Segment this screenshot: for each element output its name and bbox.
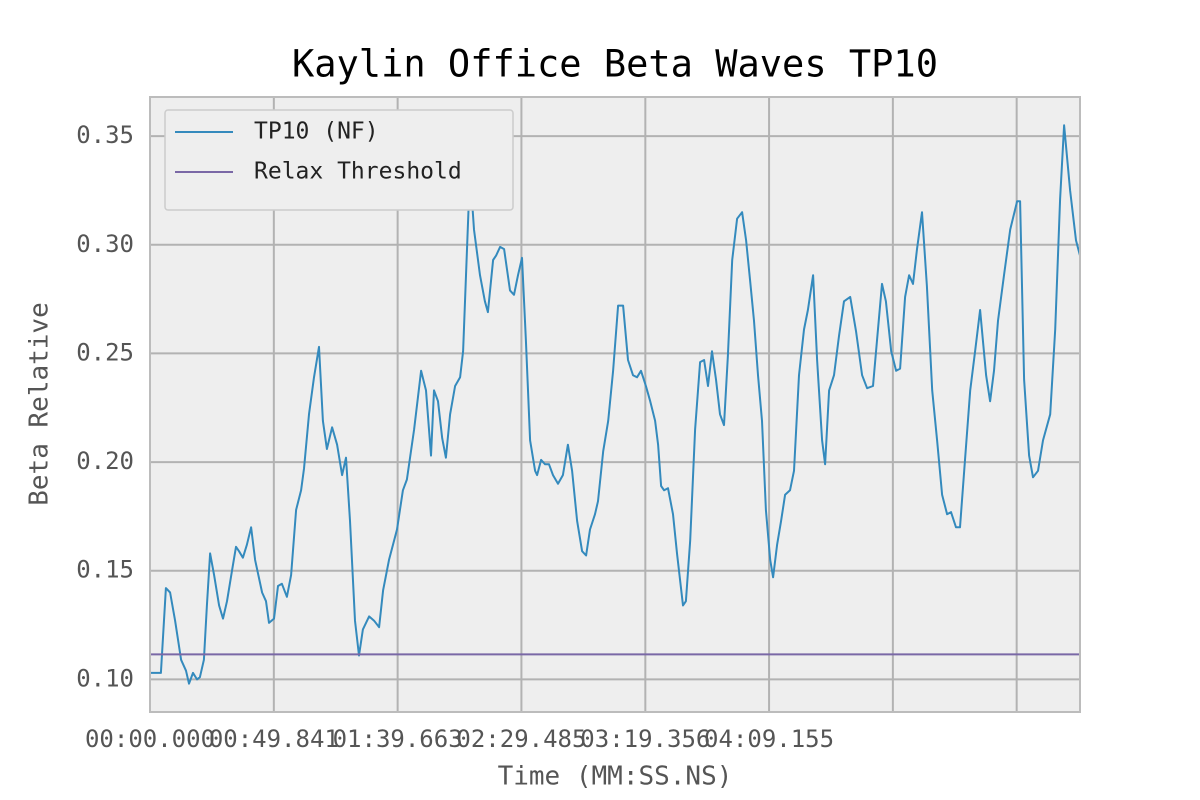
x-tick-label: 04:09.155 [704,725,834,753]
y-tick-label: 0.20 [76,447,134,475]
data-line [150,124,1081,685]
x-tick-label: 02:29.485 [456,725,586,753]
y-tick-label: 0.35 [76,121,134,149]
marks [150,124,1081,685]
legend: TP10 (NF) Relax Threshold [164,109,514,211]
legend-label: Relax Threshold [254,159,462,185]
x-tick-label: 03:19.356 [580,725,710,753]
y-tick-label: 0.30 [76,230,134,258]
x-axis-label: Time (MM:SS.NS) [498,762,733,792]
legend-box [164,109,514,211]
plot-frame [149,96,1081,713]
y-tick-label: 0.10 [76,664,134,692]
x-tick-label: 01:39.663 [333,725,463,753]
y-tick-label: 0.15 [76,556,134,584]
x-tick-label: 00:00.000 [85,725,215,753]
chart-title: Kaylin Office Beta Waves TP10 [292,43,938,86]
y-tick-label: 0.25 [76,338,134,366]
legend-label: TP10 (NF) [254,119,379,145]
x-tick-label: 00:49.841 [209,725,339,753]
y-axis-label: Beta Relative [25,302,55,506]
